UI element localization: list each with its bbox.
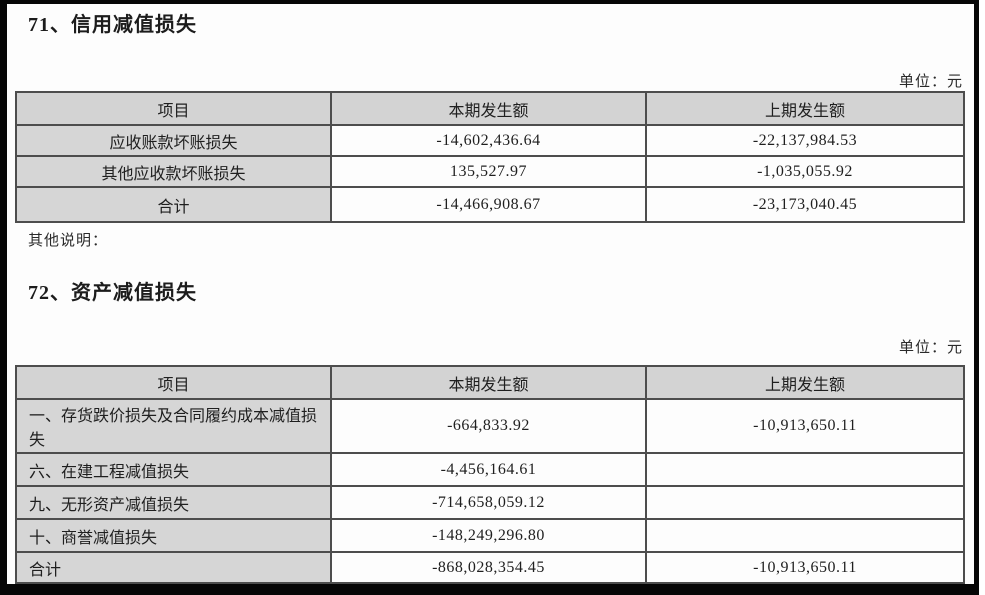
scan-border-bottom <box>0 584 979 595</box>
total-row-label: 合计 <box>15 551 332 584</box>
row-current-value: 135,527.97 <box>330 155 647 188</box>
col-header-item: 项目 <box>15 365 332 400</box>
row-current-value: -14,602,436.64 <box>330 124 647 157</box>
row-current-value: -714,658,059.12 <box>330 485 647 520</box>
section-71-title: 71、信用减值损失 <box>28 14 197 36</box>
table-total-row: 合计 -868,028,354.45 -10,913,650.11 <box>15 551 965 584</box>
col-header-prior-period: 上期发生额 <box>645 365 965 400</box>
scan-border-left <box>0 0 7 595</box>
total-prior-value: -10,913,650.11 <box>645 551 965 584</box>
col-header-current-period: 本期发生额 <box>330 91 647 126</box>
table-row: 六、在建工程减值损失 -4,456,164.61 <box>15 452 965 487</box>
table-row: 九、无形资产减值损失 -714,658,059.12 <box>15 485 965 520</box>
table-row: 一、存货跌价损失及合同履约成本减值损失 -664,833.92 -10,913,… <box>15 398 965 454</box>
table-row: 其他应收款坏账损失 135,527.97 -1,035,055.92 <box>15 155 965 188</box>
credit-impairment-table: 项目 本期发生额 上期发生额 应收账款坏账损失 -14,602,436.64 -… <box>15 91 965 223</box>
col-header-prior-period: 上期发生额 <box>645 91 965 126</box>
row-prior-value: -10,913,650.11 <box>645 398 965 454</box>
row-prior-value <box>645 452 965 487</box>
row-current-value: -664,833.92 <box>330 398 647 454</box>
row-prior-value <box>645 485 965 520</box>
row-item-label: 一、存货跌价损失及合同履约成本减值损失 <box>15 398 332 454</box>
row-item-label: 十、商誉减值损失 <box>15 518 332 553</box>
scan-border-top <box>0 0 978 4</box>
total-current-value: -14,466,908.67 <box>330 186 647 223</box>
row-item-label: 应收账款坏账损失 <box>15 124 332 157</box>
table-header-row: 项目 本期发生额 上期发生额 <box>15 365 965 400</box>
row-current-value: -4,456,164.61 <box>330 452 647 487</box>
total-row-label: 合计 <box>15 186 332 223</box>
row-item-label: 六、在建工程减值损失 <box>15 452 332 487</box>
table-header-row: 项目 本期发生额 上期发生额 <box>15 91 965 126</box>
other-note-label: 其他说明： <box>28 233 109 249</box>
row-item-label: 九、无形资产减值损失 <box>15 485 332 520</box>
row-current-value: -148,249,296.80 <box>330 518 647 553</box>
unit-note-71: 单位：元 <box>898 74 963 90</box>
row-prior-value <box>645 518 965 553</box>
row-prior-value: -1,035,055.92 <box>645 155 965 188</box>
asset-impairment-table: 项目 本期发生额 上期发生额 一、存货跌价损失及合同履约成本减值损失 -664,… <box>15 365 965 584</box>
table-row: 应收账款坏账损失 -14,602,436.64 -22,137,984.53 <box>15 124 965 157</box>
col-header-item: 项目 <box>15 91 332 126</box>
col-header-current-period: 本期发生额 <box>330 365 647 400</box>
section-72-title: 72、资产减值损失 <box>28 282 197 304</box>
total-prior-value: -23,173,040.45 <box>645 186 965 223</box>
total-current-value: -868,028,354.45 <box>330 551 647 584</box>
scan-right-margin <box>979 0 985 595</box>
table-row: 十、商誉减值损失 -148,249,296.80 <box>15 518 965 553</box>
row-item-label: 其他应收款坏账损失 <box>15 155 332 188</box>
table-total-row: 合计 -14,466,908.67 -23,173,040.45 <box>15 186 965 223</box>
unit-note-72: 单位：元 <box>898 340 963 356</box>
row-prior-value: -22,137,984.53 <box>645 124 965 157</box>
scan-border-right <box>974 0 979 595</box>
